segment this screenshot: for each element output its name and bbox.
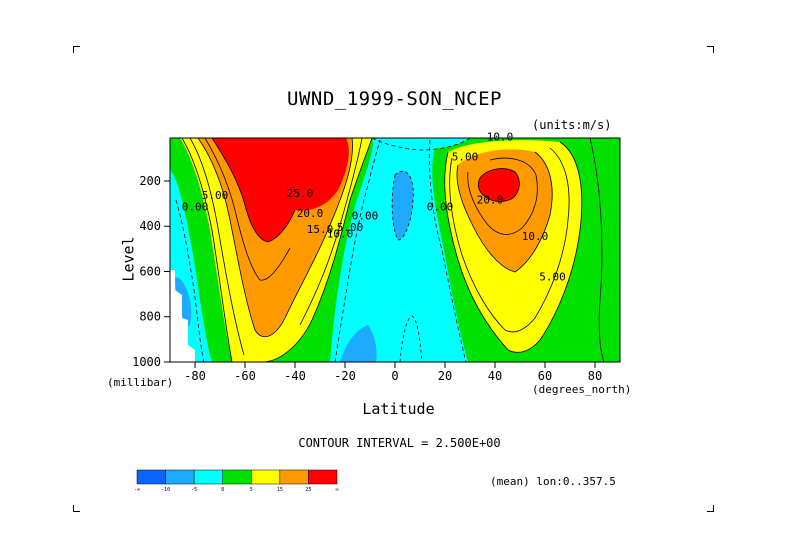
y-axis-unit: (millibar)	[107, 376, 174, 389]
contour-label-9: 20.0	[477, 194, 504, 207]
colorbar-label-4: 5	[250, 487, 253, 493]
colorbar-label-6: 25	[305, 487, 311, 493]
colorbar-swatch-3	[222, 469, 252, 485]
contour-label-3: 15.0	[307, 223, 334, 236]
contour-label-1: 25.0	[287, 187, 314, 200]
colorbar-swatch-5	[279, 469, 309, 485]
contour-label-0: 10.0	[487, 130, 514, 143]
colorbar-swatch-0	[136, 469, 166, 485]
y-tick-label-1: 400	[139, 219, 161, 233]
chart-title: UWND_1999-SON_NCEP	[287, 88, 502, 110]
x-tick-label-1: -60	[234, 369, 256, 383]
units-label: (units:m/s)	[532, 118, 612, 132]
y-tick-label-4: 1000	[132, 355, 161, 369]
contour-label-2: 20.0	[297, 207, 324, 220]
contour-fill-neg10-neg5	[392, 171, 414, 240]
mean-longitude-text: (mean) lon:0..357.5	[490, 475, 616, 488]
contour-interval-text: CONTOUR INTERVAL = 2.500E+00	[298, 436, 501, 450]
contour-label-7: 0.00	[182, 200, 209, 213]
crop-mark-bottom-right	[707, 505, 714, 512]
colorbar-label-5: 15	[277, 487, 283, 493]
contour-label-4: 10.0	[327, 228, 354, 241]
contour-fill-neg5-0	[330, 138, 468, 362]
contour-fill-strat-band	[372, 138, 470, 149]
x-tick-label-5: 20	[438, 369, 452, 383]
x-tick-label-0: -80	[184, 369, 206, 383]
filled-contours	[170, 138, 620, 362]
contour-label-12: 0.00	[427, 200, 454, 213]
colorbar-swatch-2	[193, 469, 223, 485]
contour-label-8: 5.00	[202, 189, 229, 202]
contour-label-5: 5.00	[337, 221, 364, 234]
contour-fill-neg10-neg5-b	[340, 325, 377, 362]
x-tick-label-2: -40	[284, 369, 306, 383]
contour-label-10: 10.0	[522, 230, 549, 243]
colorbar-label-7: ∞	[335, 487, 338, 493]
undefined-region	[170, 270, 195, 362]
colorbar-label-3: 0	[221, 487, 224, 493]
crop-mark-top-right	[707, 46, 714, 53]
contour-labels: 10.025.020.015.010.05.000.000.005.00 20.0…	[182, 130, 566, 283]
y-tick-label-3: 800	[139, 310, 161, 324]
contour-label-11: 5.00	[539, 271, 566, 284]
x-axis-label: Latitude	[362, 400, 435, 418]
x-tick-label-6: 40	[488, 369, 502, 383]
colorbar-label-2: -5	[191, 487, 197, 493]
contour-fill-neg10-neg5-c	[175, 277, 192, 329]
colorbar: -∞ -10 -5 0 5 15 25 ∞	[134, 469, 339, 493]
contour-fill-25-plus-south	[212, 138, 349, 242]
x-tick-label-4: 0	[391, 369, 398, 383]
colorbar-swatch-6	[308, 469, 338, 485]
contour-lines	[175, 138, 605, 362]
x-tick-label-3: -20	[334, 369, 356, 383]
y-axis-ticks: 200 400 600 800 1000	[132, 174, 170, 369]
contour-fill-25-plus-north	[478, 168, 520, 202]
y-tick-label-0: 200	[139, 174, 161, 188]
x-axis-ticks: -80 -60 -40 -20 0 20 40 60 80	[184, 362, 602, 383]
x-tick-label-7: 60	[538, 369, 552, 383]
y-tick-label-2: 600	[139, 264, 161, 278]
contour-label-13: 5.00	[452, 151, 479, 164]
colorbar-swatch-4	[251, 469, 281, 485]
colorbar-label-1: -10	[161, 487, 170, 493]
crop-mark-bottom-left	[73, 505, 80, 512]
x-tick-label-8: 80	[588, 369, 602, 383]
crop-mark-top-left	[73, 46, 80, 53]
x-axis-unit: (degrees_north)	[532, 383, 632, 396]
contour-label-6: 0.00	[352, 209, 379, 222]
colorbar-label-0: -∞	[134, 487, 140, 493]
colorbar-swatch-1	[165, 469, 195, 485]
